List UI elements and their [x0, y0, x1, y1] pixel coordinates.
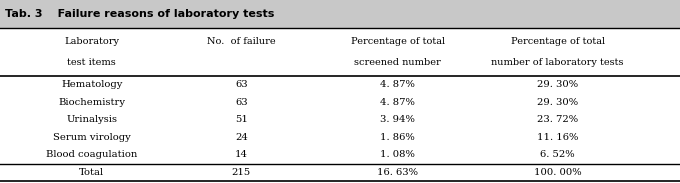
Text: 14: 14: [235, 150, 248, 159]
Text: Laboratory: Laboratory: [65, 37, 119, 46]
Text: 11. 16%: 11. 16%: [537, 133, 578, 142]
Text: Blood coagulation: Blood coagulation: [46, 150, 137, 159]
Text: Percentage of total: Percentage of total: [351, 37, 445, 46]
Text: screened number: screened number: [354, 58, 441, 67]
Text: 63: 63: [235, 98, 248, 107]
Text: Failure reasons of laboratory tests: Failure reasons of laboratory tests: [46, 9, 275, 19]
Text: 4. 87%: 4. 87%: [380, 80, 415, 89]
Text: Serum virology: Serum virology: [53, 133, 131, 142]
Text: 6. 52%: 6. 52%: [541, 150, 575, 159]
Text: 215: 215: [232, 168, 251, 177]
Text: Tab. 3: Tab. 3: [5, 9, 43, 19]
Text: test items: test items: [67, 58, 116, 67]
Text: Biochemistry: Biochemistry: [58, 98, 125, 107]
Text: Urinalysis: Urinalysis: [67, 115, 118, 124]
Text: 16. 63%: 16. 63%: [377, 168, 418, 177]
Text: 29. 30%: 29. 30%: [537, 80, 578, 89]
Text: 4. 87%: 4. 87%: [380, 98, 415, 107]
Text: 29. 30%: 29. 30%: [537, 98, 578, 107]
Text: 63: 63: [235, 80, 248, 89]
Text: 100. 00%: 100. 00%: [534, 168, 581, 177]
Text: 24: 24: [235, 133, 248, 142]
Text: 3. 94%: 3. 94%: [380, 115, 415, 124]
Text: 51: 51: [235, 115, 248, 124]
Bar: [0, 0, 680, 28]
Text: Total: Total: [80, 168, 104, 177]
Text: 23. 72%: 23. 72%: [537, 115, 578, 124]
Text: 1. 86%: 1. 86%: [380, 133, 415, 142]
Text: number of laboratory tests: number of laboratory tests: [492, 58, 624, 67]
Text: Percentage of total: Percentage of total: [511, 37, 605, 46]
Text: Hematology: Hematology: [61, 80, 122, 89]
Text: No.  of failure: No. of failure: [207, 37, 275, 46]
Text: 1. 08%: 1. 08%: [380, 150, 415, 159]
